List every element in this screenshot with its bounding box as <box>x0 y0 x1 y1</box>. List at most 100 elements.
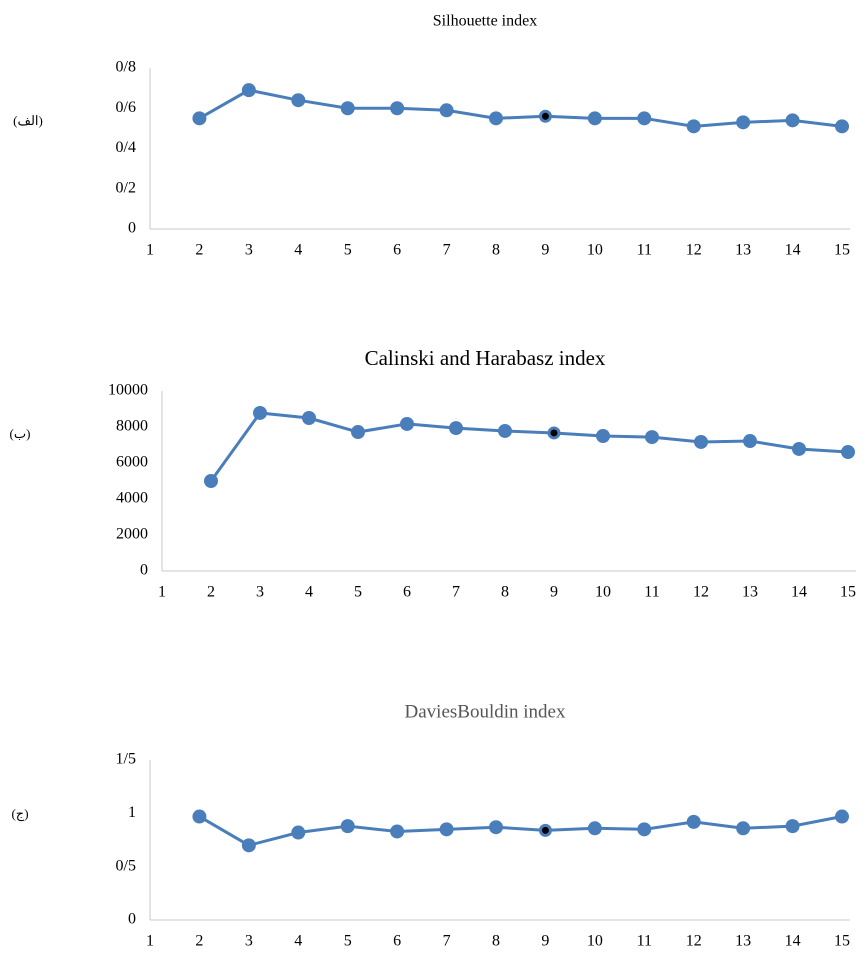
x-tick-label: 13 <box>735 933 751 950</box>
x-tick-label: 3 <box>245 933 253 950</box>
y-tick-label: 8000 <box>116 418 148 435</box>
x-tick-label: 10 <box>595 584 611 601</box>
series-line <box>198 88 843 128</box>
x-tick-label: 8 <box>501 584 509 601</box>
data-point <box>596 429 610 443</box>
x-tick-label: 4 <box>294 933 302 950</box>
x-tick-label: 9 <box>541 933 549 950</box>
data-point <box>547 426 561 440</box>
data-point <box>449 421 463 436</box>
x-tick-label: 9 <box>550 584 558 601</box>
x-tick-label: 12 <box>686 933 702 950</box>
data-point <box>291 93 306 108</box>
x-tick-label: 7 <box>443 242 451 259</box>
data-point <box>835 119 849 134</box>
x-tick-label: 15 <box>840 584 856 601</box>
panel-label: (ب) <box>10 426 31 441</box>
x-tick-label: 8 <box>492 242 500 259</box>
x-tick-label: 2 <box>195 933 203 950</box>
x-tick-label: 10 <box>587 242 603 259</box>
data-point <box>736 115 751 130</box>
y-tick-label: 10000 <box>108 382 148 399</box>
y-tick-label: 0/2 <box>116 179 136 196</box>
x-tick-label: 9 <box>541 242 549 259</box>
data-point <box>785 819 800 834</box>
y-tick-label: 0 <box>128 220 136 237</box>
chart-title: Calinski and Harabasz index <box>365 346 606 370</box>
data-point <box>736 821 751 836</box>
data-point <box>302 411 316 425</box>
x-tick-label: 15 <box>834 933 850 950</box>
data-point <box>390 824 405 839</box>
x-tick-label: 15 <box>834 242 850 259</box>
y-tick-label: 6000 <box>116 454 148 471</box>
data-point <box>835 809 849 824</box>
y-tick-label: 4000 <box>116 490 148 507</box>
x-tick-label: 2 <box>195 242 203 259</box>
x-tick-label: 1 <box>146 933 154 950</box>
x-tick-label: 8 <box>492 933 500 950</box>
y-tick-label: 1 <box>128 804 136 821</box>
x-tick-label: 2 <box>207 584 215 601</box>
x-tick-label: 7 <box>452 584 460 601</box>
x-tick-label: 4 <box>294 242 302 259</box>
y-tick-label: 0 <box>128 911 136 928</box>
x-tick-label: 6 <box>393 242 401 259</box>
data-point <box>489 111 503 126</box>
data-point <box>253 405 267 420</box>
data-point <box>340 819 355 834</box>
y-tick-label: 2000 <box>116 526 148 543</box>
x-tick-label: 14 <box>785 242 801 259</box>
panel-label: (الف) <box>13 113 43 128</box>
x-tick-label: 6 <box>403 584 411 601</box>
data-point <box>439 103 454 118</box>
x-tick-label: 4 <box>305 584 313 601</box>
data-point <box>241 838 256 853</box>
x-tick-label: 11 <box>637 242 652 259</box>
x-tick-label: 13 <box>735 242 751 259</box>
chart-title: Silhouette index <box>433 13 537 30</box>
data-point <box>645 430 659 445</box>
data-point <box>637 822 652 837</box>
data-point <box>340 101 355 116</box>
x-tick-label: 1 <box>146 242 154 259</box>
panel-label: (ج) <box>11 806 28 822</box>
data-point <box>587 821 602 836</box>
data-point <box>204 474 218 488</box>
series-line <box>209 411 849 482</box>
y-tick-label: 0/8 <box>116 59 136 76</box>
x-tick-label: 14 <box>791 584 807 601</box>
y-tick-label: 1/5 <box>116 751 136 768</box>
x-tick-label: 14 <box>785 933 801 950</box>
x-tick-label: 5 <box>354 584 362 601</box>
data-point <box>694 434 708 449</box>
y-tick-label: 0/6 <box>116 99 136 116</box>
data-point <box>743 434 757 449</box>
data-point <box>637 111 652 126</box>
data-point <box>686 119 701 134</box>
data-point <box>498 423 512 438</box>
x-tick-label: 12 <box>686 242 702 259</box>
data-point <box>351 425 365 440</box>
x-tick-label: 10 <box>587 933 603 950</box>
data-point <box>400 416 414 431</box>
data-point <box>785 113 800 128</box>
x-tick-label: 13 <box>742 584 758 601</box>
data-point <box>489 820 503 835</box>
data-point <box>841 445 855 460</box>
x-tick-label: 6 <box>393 933 401 950</box>
x-tick-label: 11 <box>644 584 659 601</box>
data-point <box>192 809 207 824</box>
data-point <box>390 101 405 116</box>
x-tick-label: 12 <box>693 584 709 601</box>
data-point <box>241 83 256 98</box>
series-line <box>198 815 843 847</box>
y-tick-label: 0/5 <box>116 857 136 874</box>
x-tick-label: 5 <box>344 933 352 950</box>
chart-title: DaviesBouldin index <box>405 701 566 722</box>
x-tick-label: 5 <box>344 242 352 259</box>
x-tick-label: 7 <box>443 933 451 950</box>
data-point <box>291 825 306 840</box>
x-tick-label: 3 <box>245 242 253 259</box>
